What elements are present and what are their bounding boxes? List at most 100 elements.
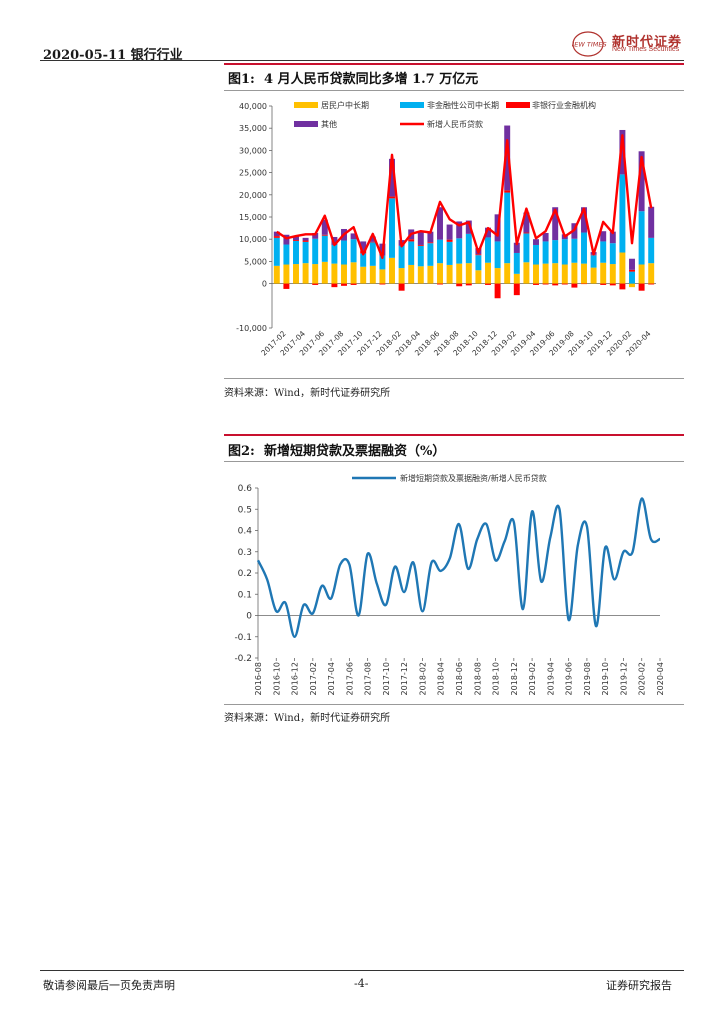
x-tick-label: 2017-12 [400,662,409,695]
figure2-chart: 新增短期贷款及票据融资/新增人民币贷款 -0.2 -0.1 0 0.1 0.2 0.3 0.… [234,473,665,695]
bar-other [293,236,299,241]
bar-household [485,262,491,284]
bar-nonbank [408,239,415,242]
bar-nonbank [379,283,386,285]
bar-nonbank [561,283,568,285]
bar-household [360,266,367,284]
bar-nonbank [533,283,539,285]
bar-household [600,262,607,284]
x-tick-label: 2017-06 [345,662,354,695]
bar-household [475,270,482,284]
x-tick-label: 2016-10 [272,662,281,695]
y-tick-label: 35,000 [239,124,267,133]
figure2-source: 资料来源：Wind，新时代证券研究所 [224,713,391,724]
bar-household [533,264,539,284]
x-tick-label: 2017-10 [382,662,391,695]
x-tick-label: 2020-02 [638,662,647,695]
bar-household [427,265,434,284]
bar-other [417,231,424,245]
bar-nonfin [485,237,491,263]
figure2-source-rule [224,704,684,705]
bar-nonfin [389,198,395,258]
x-tick-label: 2017-04 [327,662,336,695]
y-tick-label: 20,000 [239,191,267,200]
bar-nonfin [273,237,280,266]
bar-other [369,236,376,242]
bar-household [619,252,626,284]
bar-nonbank [609,283,616,286]
bar-other [485,227,491,238]
bar-nonfin [427,243,434,266]
legend-swatch-household [294,102,318,108]
x-tick-label: 2018-04 [437,662,446,695]
bar-nonbank [369,241,376,243]
bar-household [609,264,616,284]
y-tick-label: 0.4 [238,527,253,537]
x-tick-label: 2018-08 [473,662,482,695]
bar-nonbank [485,283,491,285]
figure1-title-underline [224,90,684,91]
bar-household [542,263,549,284]
bar-nonbank [494,283,501,299]
y-tick-label: 0 [262,280,267,289]
figure2-number: 图2: [228,444,255,459]
x-tick-label: 2019-12 [619,662,628,695]
figure1-source-rule [224,378,684,379]
bar-other [389,158,395,197]
bar-nonbank [437,283,443,285]
line-total-new-loans [276,134,653,260]
bar-household [283,264,290,284]
bar-nonfin [331,244,338,264]
bar-nonfin [504,192,511,264]
legend-swatch-nonfin [400,102,424,108]
bar-nonbank [293,240,299,241]
bar-other [446,224,453,240]
bar-nonfin [321,235,328,262]
bar-other [302,237,309,241]
bar-nonbank [581,283,587,285]
figure2-legend: 新增短期贷款及票据融资/新增人民币贷款 [352,473,547,483]
footer-page-number: -4- [354,977,369,990]
bar-nonbank [619,283,626,290]
bar-household [312,264,319,284]
bar-nonfin [341,240,347,265]
bar-nonbank [273,236,280,238]
bar-other [360,241,367,251]
y-tick-label: 0 [246,612,252,622]
bar-nonbank [629,269,635,272]
bar-nonbank [523,232,530,234]
bar-household [398,268,405,284]
bar-other [600,231,607,242]
bar-other [648,206,655,238]
bar-nonfin [302,241,309,264]
bar-nonfin [571,238,578,263]
bar-other [350,233,357,240]
y-tick-label: 5,000 [244,257,267,266]
bar-other [283,234,290,245]
bar-other [331,236,338,245]
bar-household [350,262,357,284]
bar-other [456,221,463,239]
bar-nonbank [513,283,520,296]
figure1-plot-area: -10,000 0 5,000 10,000 15,000 20,000 25,000 30,… [236,102,656,358]
bar-household [456,263,463,284]
x-tick-label: 2017-08 [364,662,373,695]
x-tick-label: 2018-06 [455,662,464,695]
figure1-chart: 居民户中长期 非金融性公司中长期 非银行业金融机构 其他 新增人民币贷款 -10… [236,100,656,358]
bar-household [648,263,655,284]
bar-other [523,212,530,233]
bar-other [513,242,520,253]
bar-nonfin [629,271,635,284]
x-tick-label: 2020-04 [656,662,665,695]
bar-nonbank [350,283,357,285]
bar-household [552,263,559,284]
footer-disclaimer-link[interactable]: 敬请参阅最后一页免责声明 [43,979,175,992]
bar-other [321,219,328,235]
bar-nonfin [542,241,549,264]
brand-name-cn: 新时代证券 [612,35,683,50]
bar-nonbank [542,283,549,285]
bar-household [293,264,299,284]
bar-nonbank [417,244,424,246]
bar-household [504,263,511,284]
figure2-title-underline [224,461,684,462]
